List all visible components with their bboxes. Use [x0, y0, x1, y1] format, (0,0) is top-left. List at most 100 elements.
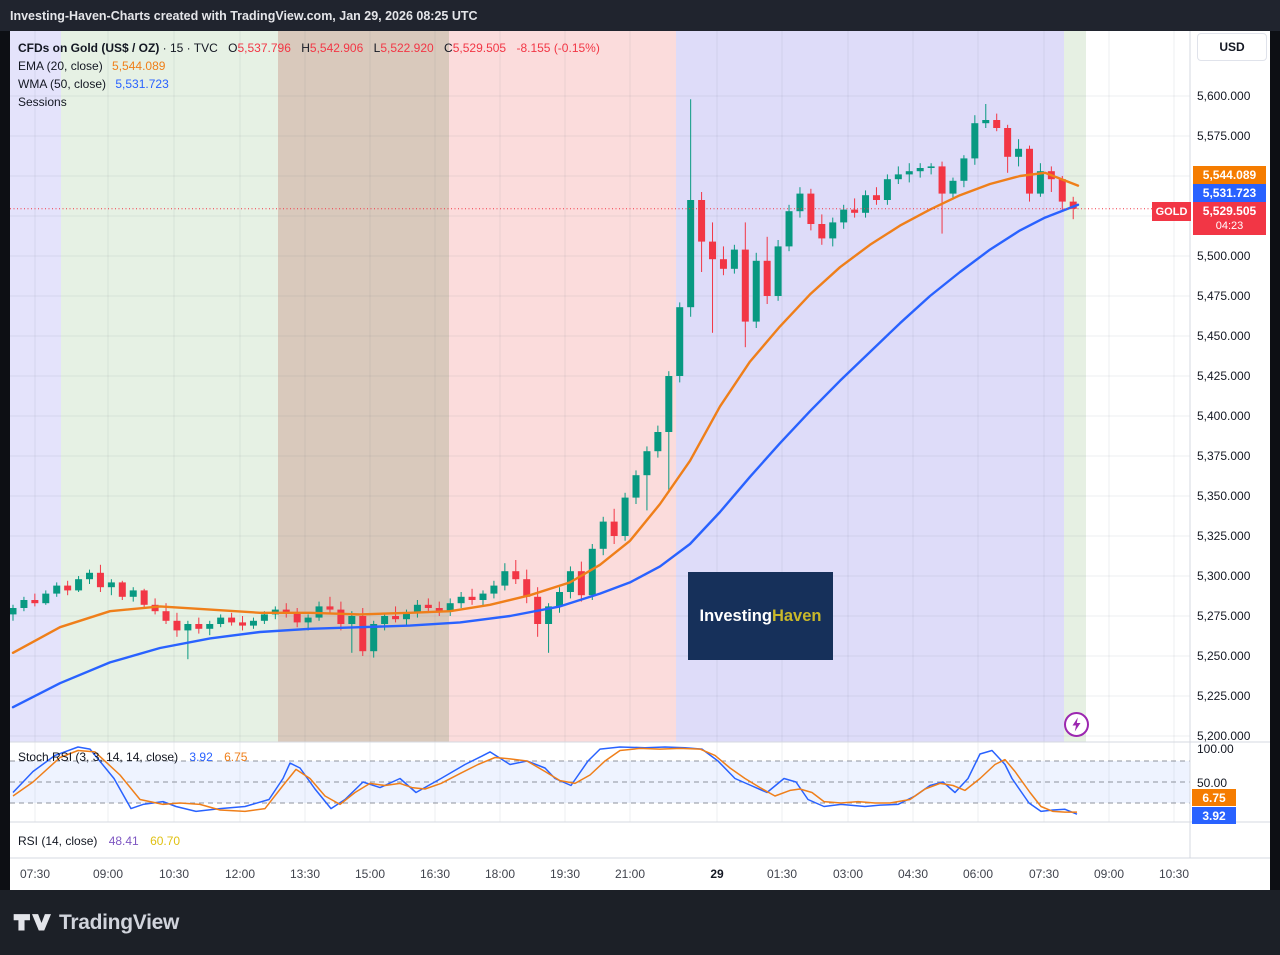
time-axis-label: 01:30 [766, 867, 798, 881]
stoch-rsi-label[interactable]: Stoch RSI (3, 3, 14, 14, close) [18, 750, 179, 764]
price-axis-label: 5,300.000 [1197, 569, 1251, 583]
time-axis-label: 07:30 [1028, 867, 1060, 881]
time-axis-label: 19:30 [549, 867, 581, 881]
candle-body [1069, 201, 1077, 209]
session-background [10, 31, 61, 742]
left-black-strip [0, 31, 10, 890]
price-axis-label: 5,350.000 [1197, 489, 1251, 503]
instant-order-button[interactable] [1063, 711, 1090, 738]
candle-body [195, 624, 203, 629]
candle-body [1004, 128, 1012, 157]
candle-body [665, 376, 673, 432]
candle-body [260, 614, 268, 621]
candle-body [479, 593, 487, 600]
stoch-d-value: 6.75 [224, 750, 248, 764]
close-value: 5,529.505 [452, 41, 507, 55]
candle-body [862, 195, 870, 213]
candle-body [359, 616, 367, 652]
candle-body [763, 260, 771, 296]
symbol-row[interactable]: CFDs on Gold (US$ / OZ) · 15 · TVC O5,53… [18, 39, 600, 57]
stoch-axis-100: 100.00 [1197, 742, 1234, 756]
rsi-ma-value: 60.70 [150, 834, 181, 848]
candle-body [86, 572, 94, 580]
stoch-d-badge: 6.75 [1192, 789, 1236, 806]
candle-body [435, 608, 443, 612]
wma-row[interactable]: WMA (50, close) 5,531.723 [18, 75, 600, 93]
session-background [61, 31, 278, 742]
wma-badge-value: 5,531.723 [1202, 186, 1257, 200]
tradingview-logo[interactable]: TradingView [13, 909, 179, 937]
currency-button[interactable]: USD [1197, 33, 1267, 61]
wma-value: 5,531.723 [115, 77, 169, 91]
symbol-legend: CFDs on Gold (US$ / OZ) · 15 · TVC O5,53… [18, 39, 600, 111]
ema-line [11, 171, 1080, 654]
candle-body [413, 604, 421, 613]
price-axis-label: 5,275.000 [1197, 609, 1251, 623]
change-value: -8.155 (-0.15%) [516, 41, 600, 55]
price-axis-label: 5,200.000 [1197, 729, 1251, 743]
candle-body [381, 616, 389, 624]
wma-label[interactable]: WMA (50, close) [18, 77, 107, 91]
candle-body [621, 497, 629, 536]
time-axis-label: 10:30 [158, 867, 190, 881]
candle-body [752, 260, 760, 322]
candle-body [709, 241, 717, 260]
candle-body [42, 593, 50, 604]
candle-body [599, 521, 607, 549]
candle-body [501, 571, 509, 586]
low-label: L [373, 41, 381, 55]
ema-label[interactable]: EMA (20, close) [18, 59, 103, 73]
candle-body [938, 166, 946, 194]
candle-body [905, 171, 913, 175]
price-axis-label: 5,575.000 [1197, 129, 1251, 143]
ema-row[interactable]: EMA (20, close) 5,544.089 [18, 57, 600, 75]
stoch-rsi-legend[interactable]: Stoch RSI (3, 3, 14, 14, close) 3.92 6.7… [18, 750, 247, 764]
sessions-row[interactable]: Sessions [18, 93, 600, 111]
stoch-k-badge: 3.92 [1192, 807, 1236, 824]
candle-body [490, 585, 498, 594]
candle-body [129, 590, 137, 597]
candle-body [883, 179, 891, 200]
candle-body [698, 200, 706, 242]
rsi-legend[interactable]: RSI (14, close) 48.41 60.70 [18, 834, 180, 848]
candle-body [993, 120, 1001, 128]
sessions-label[interactable]: Sessions [18, 95, 67, 109]
candle-body [588, 548, 596, 596]
candle-body [796, 193, 804, 212]
candle-body [632, 475, 640, 498]
tradingview-brand-text: TradingView [59, 910, 180, 934]
price-axis-label: 5,475.000 [1197, 289, 1251, 303]
last-price-badge: 5,529.505 04:23 [1193, 202, 1266, 235]
candle-body [64, 585, 72, 591]
candle-body [916, 168, 924, 172]
time-axis-label: 21:00 [614, 867, 646, 881]
high-label: H [301, 41, 310, 55]
candle-body [730, 249, 738, 269]
candle-body [523, 579, 531, 597]
high-value: 5,542.906 [309, 41, 364, 55]
time-axis-label: 09:00 [92, 867, 124, 881]
candle-body [719, 259, 727, 269]
bar-countdown: 04:23 [1215, 219, 1244, 232]
rsi-label[interactable]: RSI (14, close) [18, 834, 98, 848]
wma-price-badge: 5,531.723 [1193, 184, 1266, 202]
candle-body [282, 609, 290, 613]
candle-body [741, 249, 749, 322]
candle-body [173, 620, 181, 631]
time-axis-label: 16:30 [419, 867, 451, 881]
candle-body [402, 612, 410, 620]
candle-body [107, 582, 115, 588]
candle-body [840, 209, 848, 223]
time-axis-label: 15:00 [354, 867, 386, 881]
time-axis-label: 12:00 [224, 867, 256, 881]
symbol-suffix: · 15 · TVC [162, 41, 218, 55]
candle-body [676, 307, 684, 376]
candle-body [851, 209, 859, 213]
candle-body [370, 624, 378, 652]
currency-label: USD [1219, 40, 1245, 54]
price-axis-label: 5,500.000 [1197, 249, 1251, 263]
symbol-tag-text: GOLD [1155, 205, 1188, 218]
price-axis-label: 5,425.000 [1197, 369, 1251, 383]
symbol-name[interactable]: CFDs on Gold (US$ / OZ) [18, 41, 160, 55]
